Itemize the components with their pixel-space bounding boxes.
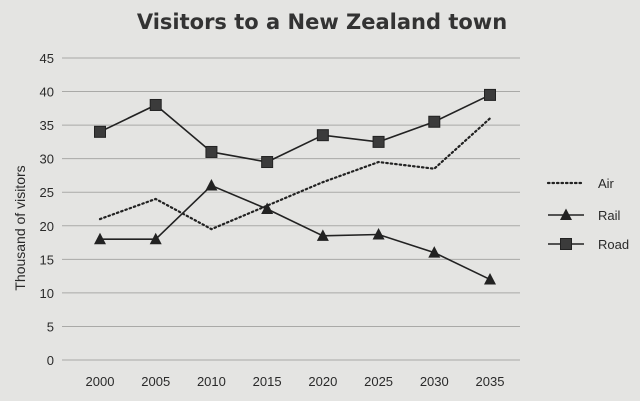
y-tick-15: 15: [40, 252, 54, 267]
x-tick-2030: 2030: [420, 374, 449, 389]
series-road-line: [99, 94, 491, 163]
y-tick-25: 25: [40, 185, 54, 200]
y-tick-30: 30: [40, 152, 54, 167]
x-tick-labels: 2000 2005 2010 2015 2020 2025 2030 2035: [86, 374, 505, 389]
road-point-2035: [484, 88, 496, 101]
legend-item-air: Air: [546, 176, 615, 191]
rail-point-2025: [372, 228, 385, 240]
road-point-2030: [428, 115, 441, 128]
x-tick-2015: 2015: [253, 374, 282, 389]
road-point-2025: [372, 135, 385, 148]
x-tick-2025: 2025: [364, 374, 393, 389]
rail-point-2010: [205, 179, 218, 191]
legend-item-rail: Rail: [548, 208, 621, 223]
road-point-2000: [94, 125, 106, 138]
road-point-2020: [316, 129, 329, 142]
y-tick-10: 10: [40, 286, 54, 301]
rail-point-2015: [261, 202, 274, 214]
plot-area: [94, 88, 496, 285]
series-air-line: [98, 117, 492, 231]
y-tick-labels: 0 5 10 15 20 25 30 35 40 45: [40, 51, 54, 368]
legend-marker-rail: [560, 208, 572, 220]
y-tick-45: 45: [40, 51, 54, 66]
y-tick-40: 40: [40, 85, 54, 100]
legend-item-road: Road: [548, 237, 629, 252]
rail-point-2030: [428, 246, 441, 258]
x-tick-2010: 2010: [197, 374, 226, 389]
series-road: [94, 88, 496, 169]
rail-point-2020: [316, 229, 329, 241]
legend-label-air: Air: [598, 176, 615, 191]
rail-point-2035: [484, 272, 496, 285]
x-tick-2020: 2020: [308, 374, 337, 389]
legend-label-road: Road: [598, 237, 629, 252]
series-rail: [94, 179, 496, 285]
x-tick-2000: 2000: [86, 374, 115, 389]
y-tick-20: 20: [40, 219, 54, 234]
legend-marker-road: [560, 238, 572, 250]
legend-label-rail: Rail: [598, 208, 621, 223]
gridlines: [62, 57, 520, 361]
x-tick-2035: 2035: [476, 374, 505, 389]
chart-title: Visitors to a New Zealand town: [137, 10, 507, 34]
legend: Air Rail Road: [546, 176, 629, 252]
road-point-2010: [205, 145, 218, 158]
y-axis-title: Thousand of visitors: [12, 165, 28, 290]
x-tick-2005: 2005: [141, 374, 170, 389]
series-air: [98, 117, 492, 231]
rail-point-2000: [94, 232, 106, 245]
y-tick-0: 0: [47, 353, 54, 368]
road-point-2015: [261, 156, 274, 169]
road-point-2005: [149, 98, 162, 111]
y-tick-35: 35: [40, 118, 54, 133]
y-tick-5: 5: [47, 319, 54, 334]
rail-point-2005: [149, 232, 162, 245]
series-rail-line: [100, 184, 491, 281]
